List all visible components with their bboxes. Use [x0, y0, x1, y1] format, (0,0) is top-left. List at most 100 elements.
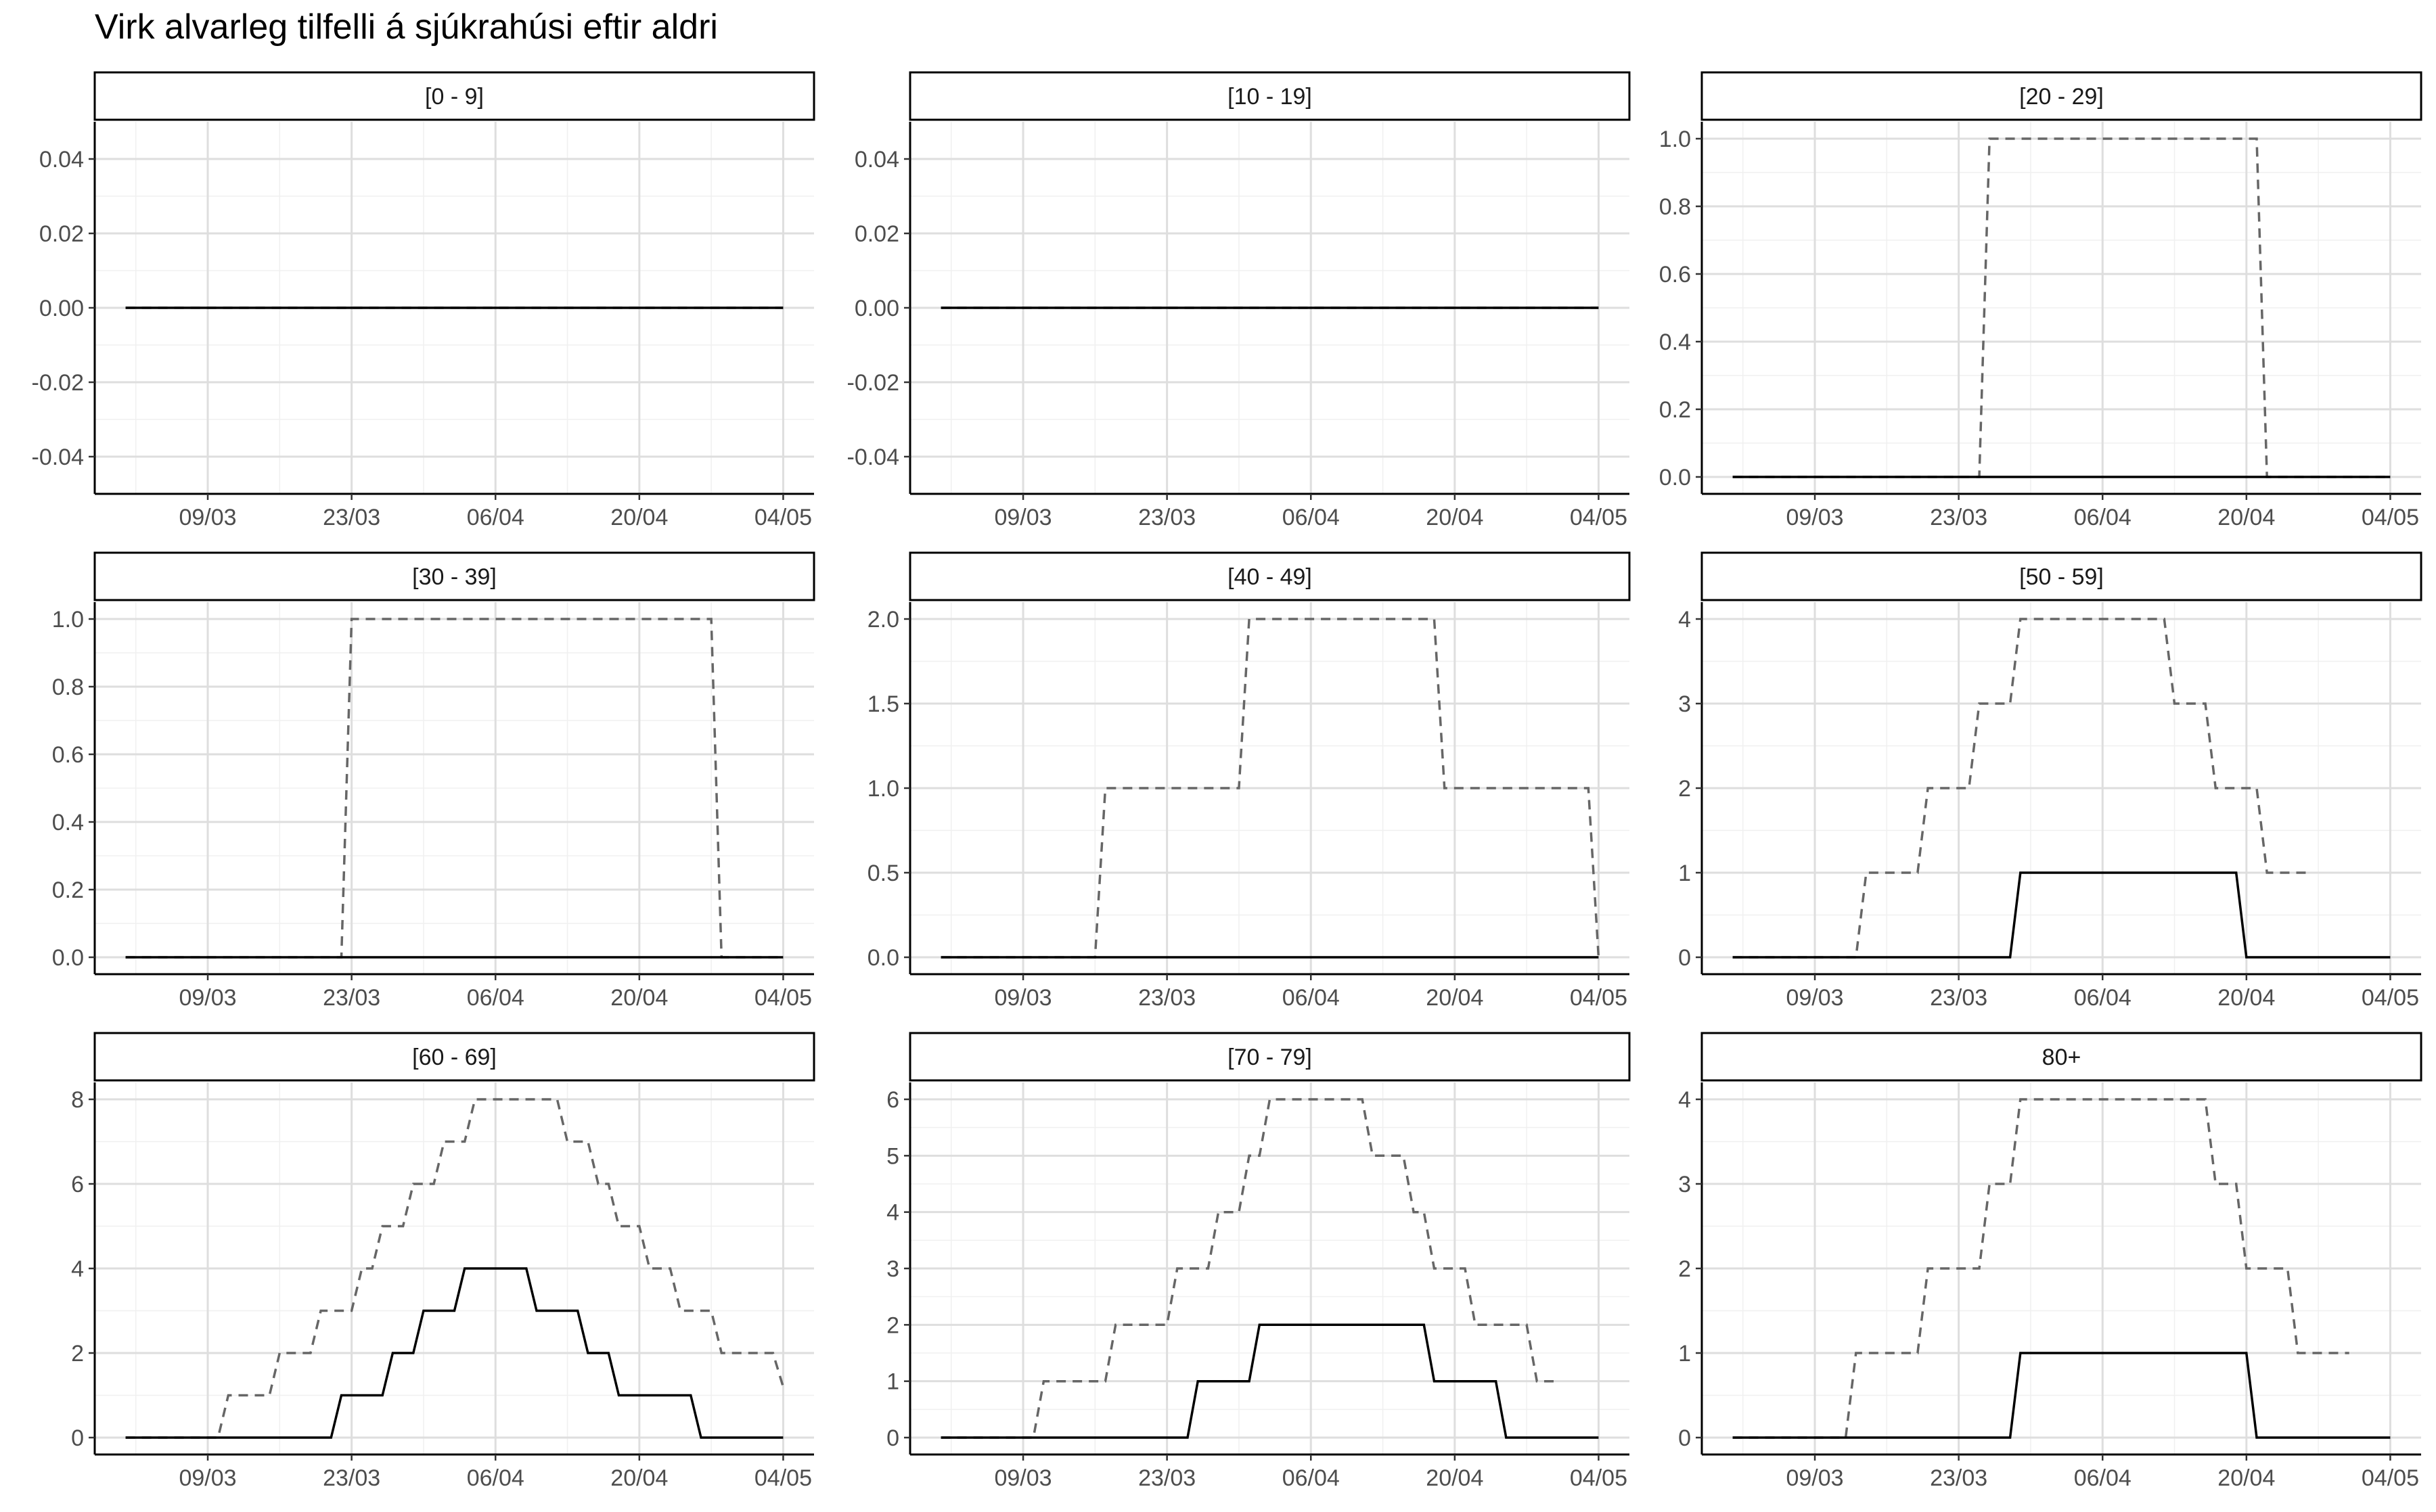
- y-tick-label: 0.2: [1659, 397, 1691, 423]
- x-tick-label: 06/04: [467, 1465, 524, 1491]
- y-tick-label: 0.04: [39, 147, 84, 173]
- y-tick-label: -0.02: [847, 370, 900, 396]
- y-tick-label: -0.04: [32, 444, 85, 470]
- y-tick-label: 2: [886, 1312, 899, 1338]
- x-tick-label: 23/03: [1138, 985, 1196, 1011]
- x-tick-label: 09/03: [994, 985, 1052, 1011]
- x-tick-label: 09/03: [1786, 985, 1843, 1011]
- facet-label: [60 - 69]: [412, 1045, 497, 1070]
- y-tick-label: 0.2: [52, 877, 84, 903]
- y-tick-label: 4: [1678, 607, 1691, 633]
- series-line-solid: [941, 1323, 1599, 1439]
- facet-label: [20 - 29]: [2019, 84, 2104, 110]
- facet-panel: [30 - 39] 0.0 0.2 0.4 0.6 0.8 1.0 09/03 23/03 06/…: [52, 551, 815, 1011]
- x-tick-label: 04/05: [754, 505, 812, 530]
- x-tick-label: 04/05: [2362, 505, 2419, 530]
- y-tick-label: 0.00: [855, 296, 899, 321]
- x-tick-label: 23/03: [1930, 985, 1987, 1011]
- x-tick-label: 04/05: [754, 1465, 812, 1491]
- facet-strip: [1700, 1032, 2422, 1082]
- y-tick-label: -0.04: [847, 444, 900, 470]
- x-tick-label: 09/03: [994, 1465, 1052, 1491]
- facet-strip: [1700, 551, 2422, 601]
- facet-label: [10 - 19]: [1227, 84, 1312, 110]
- y-tick-label: 1.0: [52, 607, 84, 633]
- facet-strip: [93, 1032, 815, 1082]
- y-tick-label: 8: [71, 1087, 84, 1113]
- x-tick-label: 23/03: [1138, 1465, 1196, 1491]
- y-tick-label: 5: [886, 1143, 899, 1169]
- facet-panel: 80+ 0 1 2 3 4 09/03 23/03 06/04 20/04 04/05: [1678, 1032, 2422, 1491]
- x-tick-label: 06/04: [2074, 1465, 2132, 1491]
- series-line-dashed: [941, 618, 1600, 959]
- facet-strip: [1700, 71, 2422, 121]
- y-tick-label: 0.0: [867, 945, 899, 971]
- y-tick-label: 6: [71, 1172, 84, 1197]
- chart-title: Virk alvarleg tilfelli á sjúkrahúsi efti…: [95, 7, 718, 47]
- x-tick-label: 04/05: [1570, 985, 1627, 1011]
- facet-panel: [0 - 9] -0.04 -0.02 0.00 0.02 0.04 09/03 23/03 0…: [32, 71, 815, 530]
- x-tick-label: 09/03: [179, 985, 236, 1011]
- facet-strip: [93, 551, 815, 601]
- y-tick-label: 3: [886, 1256, 899, 1282]
- x-tick-label: 23/03: [1930, 1465, 1987, 1491]
- facet-panel: [70 - 79] 0 1 2 3 4 5 6 09/03 23/03 06/04 20/04 04/0…: [886, 1032, 1631, 1491]
- y-tick-label: 2: [1678, 776, 1691, 802]
- x-tick-label: 06/04: [2074, 985, 2132, 1011]
- y-tick-label: 1.0: [1659, 127, 1691, 152]
- x-tick-label: 06/04: [467, 985, 524, 1011]
- x-tick-label: 04/05: [754, 985, 812, 1011]
- x-tick-label: 23/03: [323, 505, 380, 530]
- x-tick-label: 09/03: [1786, 505, 1843, 530]
- x-tick-label: 23/03: [1930, 505, 1987, 530]
- y-tick-label: 0.02: [855, 221, 899, 247]
- y-tick-label: 1: [1678, 861, 1691, 886]
- x-tick-label: 04/05: [2362, 985, 2419, 1011]
- x-tick-label: 04/05: [1570, 505, 1627, 530]
- x-tick-label: 23/03: [323, 985, 380, 1011]
- x-tick-label: 20/04: [2217, 985, 2275, 1011]
- y-tick-label: 1: [1678, 1341, 1691, 1367]
- y-tick-label: 0.02: [39, 221, 84, 247]
- facet-label: [0 - 9]: [425, 84, 484, 110]
- x-tick-label: 20/04: [610, 1465, 668, 1491]
- x-tick-label: 04/05: [1570, 1465, 1627, 1491]
- x-tick-label: 09/03: [179, 505, 236, 530]
- facet-panel: [50 - 59] 0 1 2 3 4 09/03 23/03 06/04 20/04 04/05: [1678, 551, 2422, 1011]
- y-tick-label: 0.6: [52, 742, 84, 768]
- y-tick-label: 1.0: [867, 776, 899, 802]
- y-tick-label: 4: [886, 1200, 899, 1226]
- x-tick-label: 04/05: [2362, 1465, 2419, 1491]
- x-tick-label: 06/04: [2074, 505, 2132, 530]
- y-tick-label: 0.4: [1659, 329, 1691, 355]
- facet-label: [40 - 49]: [1227, 564, 1312, 590]
- x-tick-label: 06/04: [1282, 1465, 1340, 1491]
- series-line-dashed: [1732, 1098, 2349, 1439]
- x-tick-label: 09/03: [1786, 1465, 1843, 1491]
- y-tick-label: 2: [1678, 1256, 1691, 1282]
- y-tick-label: 0: [886, 1425, 899, 1451]
- y-tick-label: 4: [1678, 1087, 1691, 1113]
- series-line-solid: [1732, 1352, 2391, 1439]
- y-tick-label: 6: [886, 1087, 899, 1113]
- facet-label: [50 - 59]: [2019, 564, 2104, 590]
- y-tick-label: 0.0: [1659, 465, 1691, 490]
- series-line-dashed: [1732, 618, 2308, 959]
- x-tick-label: 20/04: [610, 505, 668, 530]
- facet-strip: [909, 551, 1631, 601]
- facet-panel: [40 - 49] 0.0 0.5 1.0 1.5 2.0 09/03 23/03 06/04 2…: [867, 551, 1631, 1011]
- y-tick-label: 0: [1678, 945, 1691, 971]
- facet-panel: [20 - 29] 0.0 0.2 0.4 0.6 0.8 1.0 09/03 23/03 06/…: [1659, 71, 2422, 530]
- x-tick-label: 09/03: [179, 1465, 236, 1491]
- x-tick-label: 20/04: [610, 985, 668, 1011]
- x-tick-label: 09/03: [994, 505, 1052, 530]
- y-tick-label: 0.8: [1659, 194, 1691, 220]
- y-tick-label: -0.02: [32, 370, 85, 396]
- facet-strip: [93, 71, 815, 121]
- y-tick-label: 0: [1678, 1425, 1691, 1451]
- y-tick-label: 2.0: [867, 607, 899, 633]
- y-tick-label: 0.8: [52, 674, 84, 700]
- series-line-solid: [125, 1267, 784, 1439]
- facet-label: [30 - 39]: [412, 564, 497, 590]
